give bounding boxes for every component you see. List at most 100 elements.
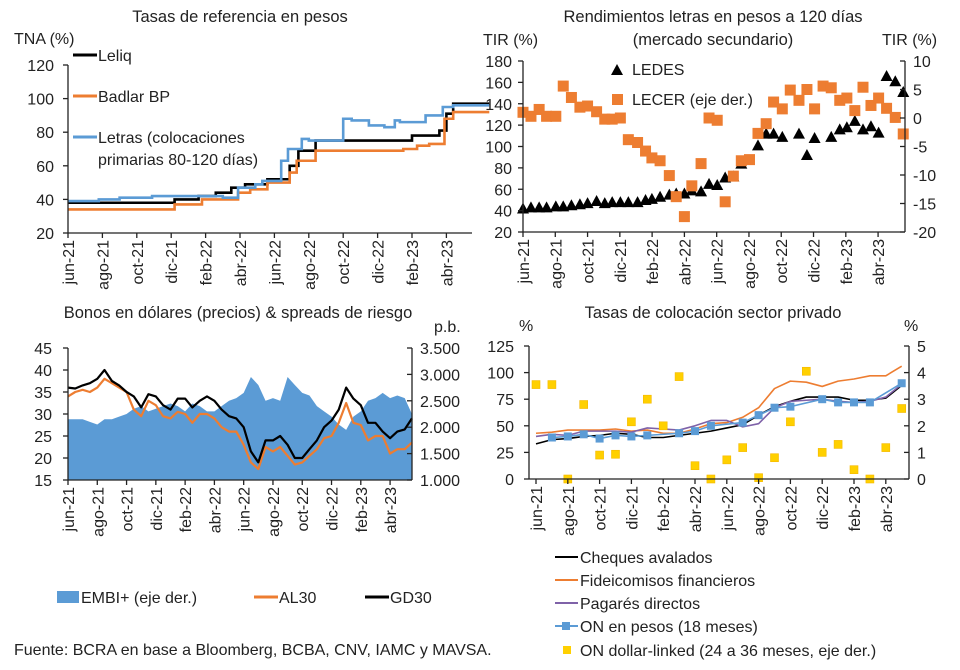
- data-point: [825, 130, 838, 142]
- y2-tick-label: 0: [917, 472, 926, 489]
- data-point: [735, 155, 747, 167]
- x-tick-label: ago-21: [95, 240, 112, 290]
- chart-1-plot: 20 40 60 80 100 120 140 160 180 -20 -15 -10 -5 0 5 10 ju…: [485, 54, 936, 289]
- data-point: [768, 96, 780, 108]
- data-point: [563, 432, 572, 441]
- x-tick-label: ago-22: [752, 486, 769, 536]
- chart-subtitle: (mercado secundario): [633, 31, 794, 49]
- y-tick-label: 15: [34, 473, 52, 490]
- y-tick-label: 100: [27, 92, 54, 109]
- data-point: [719, 196, 731, 208]
- x-tick-label: oct-21: [120, 487, 137, 532]
- data-point: [897, 128, 909, 140]
- data-point: [834, 398, 843, 407]
- data-point: [547, 380, 557, 389]
- data-point: [654, 190, 667, 202]
- y-tick-label: 40: [36, 192, 54, 209]
- y-tick-label: 60: [36, 159, 54, 176]
- data-point: [642, 394, 652, 404]
- y-tick-label: 160: [485, 75, 512, 92]
- data-point: [595, 450, 604, 460]
- data-point: [889, 111, 901, 123]
- data-point: [880, 69, 893, 81]
- y2-tick-label: 10: [913, 54, 931, 71]
- chart-title: Tasas de colocación sector privado: [585, 304, 842, 322]
- x-tick-label: ago-21: [548, 239, 565, 289]
- y-axis-label: %: [519, 318, 533, 335]
- data-point: [834, 94, 846, 106]
- x-tick-label: abr-23: [439, 240, 456, 286]
- data-point: [792, 127, 805, 139]
- x-tick-label: feb-23: [847, 486, 864, 531]
- data-point: [849, 105, 861, 117]
- y-tick-label: 140: [485, 97, 512, 114]
- y-tick-label: 20: [36, 226, 54, 243]
- data-point: [541, 110, 553, 122]
- chart-2-plot: 15 20 25 30 35 40 45 1.000 1.500 2.000 2.500 3.000 3…: [34, 341, 460, 537]
- data-point: [627, 432, 636, 441]
- data-point: [841, 92, 853, 104]
- y-tick-label: 20: [34, 451, 52, 468]
- data-point: [590, 195, 603, 207]
- data-point: [817, 80, 829, 92]
- data-point: [809, 103, 821, 115]
- y2-tick-label: -20: [913, 225, 936, 242]
- y-tick-label: 20: [494, 225, 512, 242]
- chart-0-plot: 20 40 60 80 100 120 jun-21 ago-21 oct-21 dic-21 fe…: [27, 58, 490, 290]
- data-point: [524, 201, 537, 213]
- data-point: [663, 170, 675, 182]
- legend-label: LECER (eje der.): [632, 92, 753, 109]
- legend-label: ON dollar-linked (24 a 36 meses, eje der…: [580, 643, 876, 660]
- x-tick-label: dic-21: [613, 239, 630, 283]
- data-point: [703, 177, 716, 189]
- series-line: [67, 368, 413, 464]
- x-tick-label: dic-22: [325, 487, 342, 531]
- data-point: [690, 461, 700, 471]
- data-point: [817, 448, 827, 457]
- data-point: [591, 106, 603, 118]
- data-point: [825, 82, 837, 94]
- legend-label: Pagarés directos: [580, 596, 700, 613]
- data-point: [606, 113, 618, 125]
- x-tick-label: ago-22: [302, 240, 319, 290]
- y2-tick-label: 1.000: [420, 473, 460, 490]
- x-tick-label: oct-22: [336, 240, 353, 285]
- y2-tick-label: -15: [913, 197, 936, 214]
- series-line: [535, 383, 903, 438]
- legend-label: Cheques avalados: [580, 550, 713, 567]
- y-tick-label: 30: [34, 407, 52, 424]
- data-point: [722, 455, 732, 465]
- data-point: [897, 404, 907, 413]
- x-tick-label: jun-21: [61, 487, 78, 533]
- x-tick-label: dic-21: [164, 240, 181, 284]
- y-tick-label: 120: [27, 58, 54, 75]
- data-point: [640, 145, 652, 157]
- series-on-en-pesos-18-meses: [547, 379, 906, 443]
- data-point: [857, 123, 870, 135]
- legend-swatch-embi: [57, 591, 79, 603]
- x-tick-label: feb-23: [354, 487, 371, 532]
- x-tick-label: feb-22: [199, 240, 216, 285]
- y-tick-label: 100: [485, 140, 512, 157]
- y2-tick-label: 2.500: [420, 394, 460, 411]
- data-point: [857, 81, 869, 93]
- data-point: [889, 75, 902, 87]
- series-badlar-bp: [68, 110, 490, 211]
- legend-label: LEDES: [632, 62, 684, 79]
- x-tick-label: dic-21: [624, 486, 641, 530]
- y2-tick-label: 3.000: [420, 367, 460, 384]
- x-tick-label: feb-23: [839, 239, 856, 284]
- data-point: [574, 101, 586, 113]
- data-point: [849, 465, 859, 474]
- data-point: [872, 126, 885, 138]
- data-point: [695, 185, 708, 197]
- data-point: [678, 211, 690, 223]
- chart-private-placement-rates: Tasas de colocación sector privado % % C…: [519, 304, 918, 660]
- data-point: [582, 100, 594, 112]
- y-tick-label: 25: [34, 429, 52, 446]
- series-letras-colocaciones-primarias-80-120-d-as: [68, 104, 490, 203]
- y-tick-label: 60: [494, 182, 512, 199]
- data-point: [691, 427, 699, 436]
- legend-swatch-ledes: [611, 64, 623, 75]
